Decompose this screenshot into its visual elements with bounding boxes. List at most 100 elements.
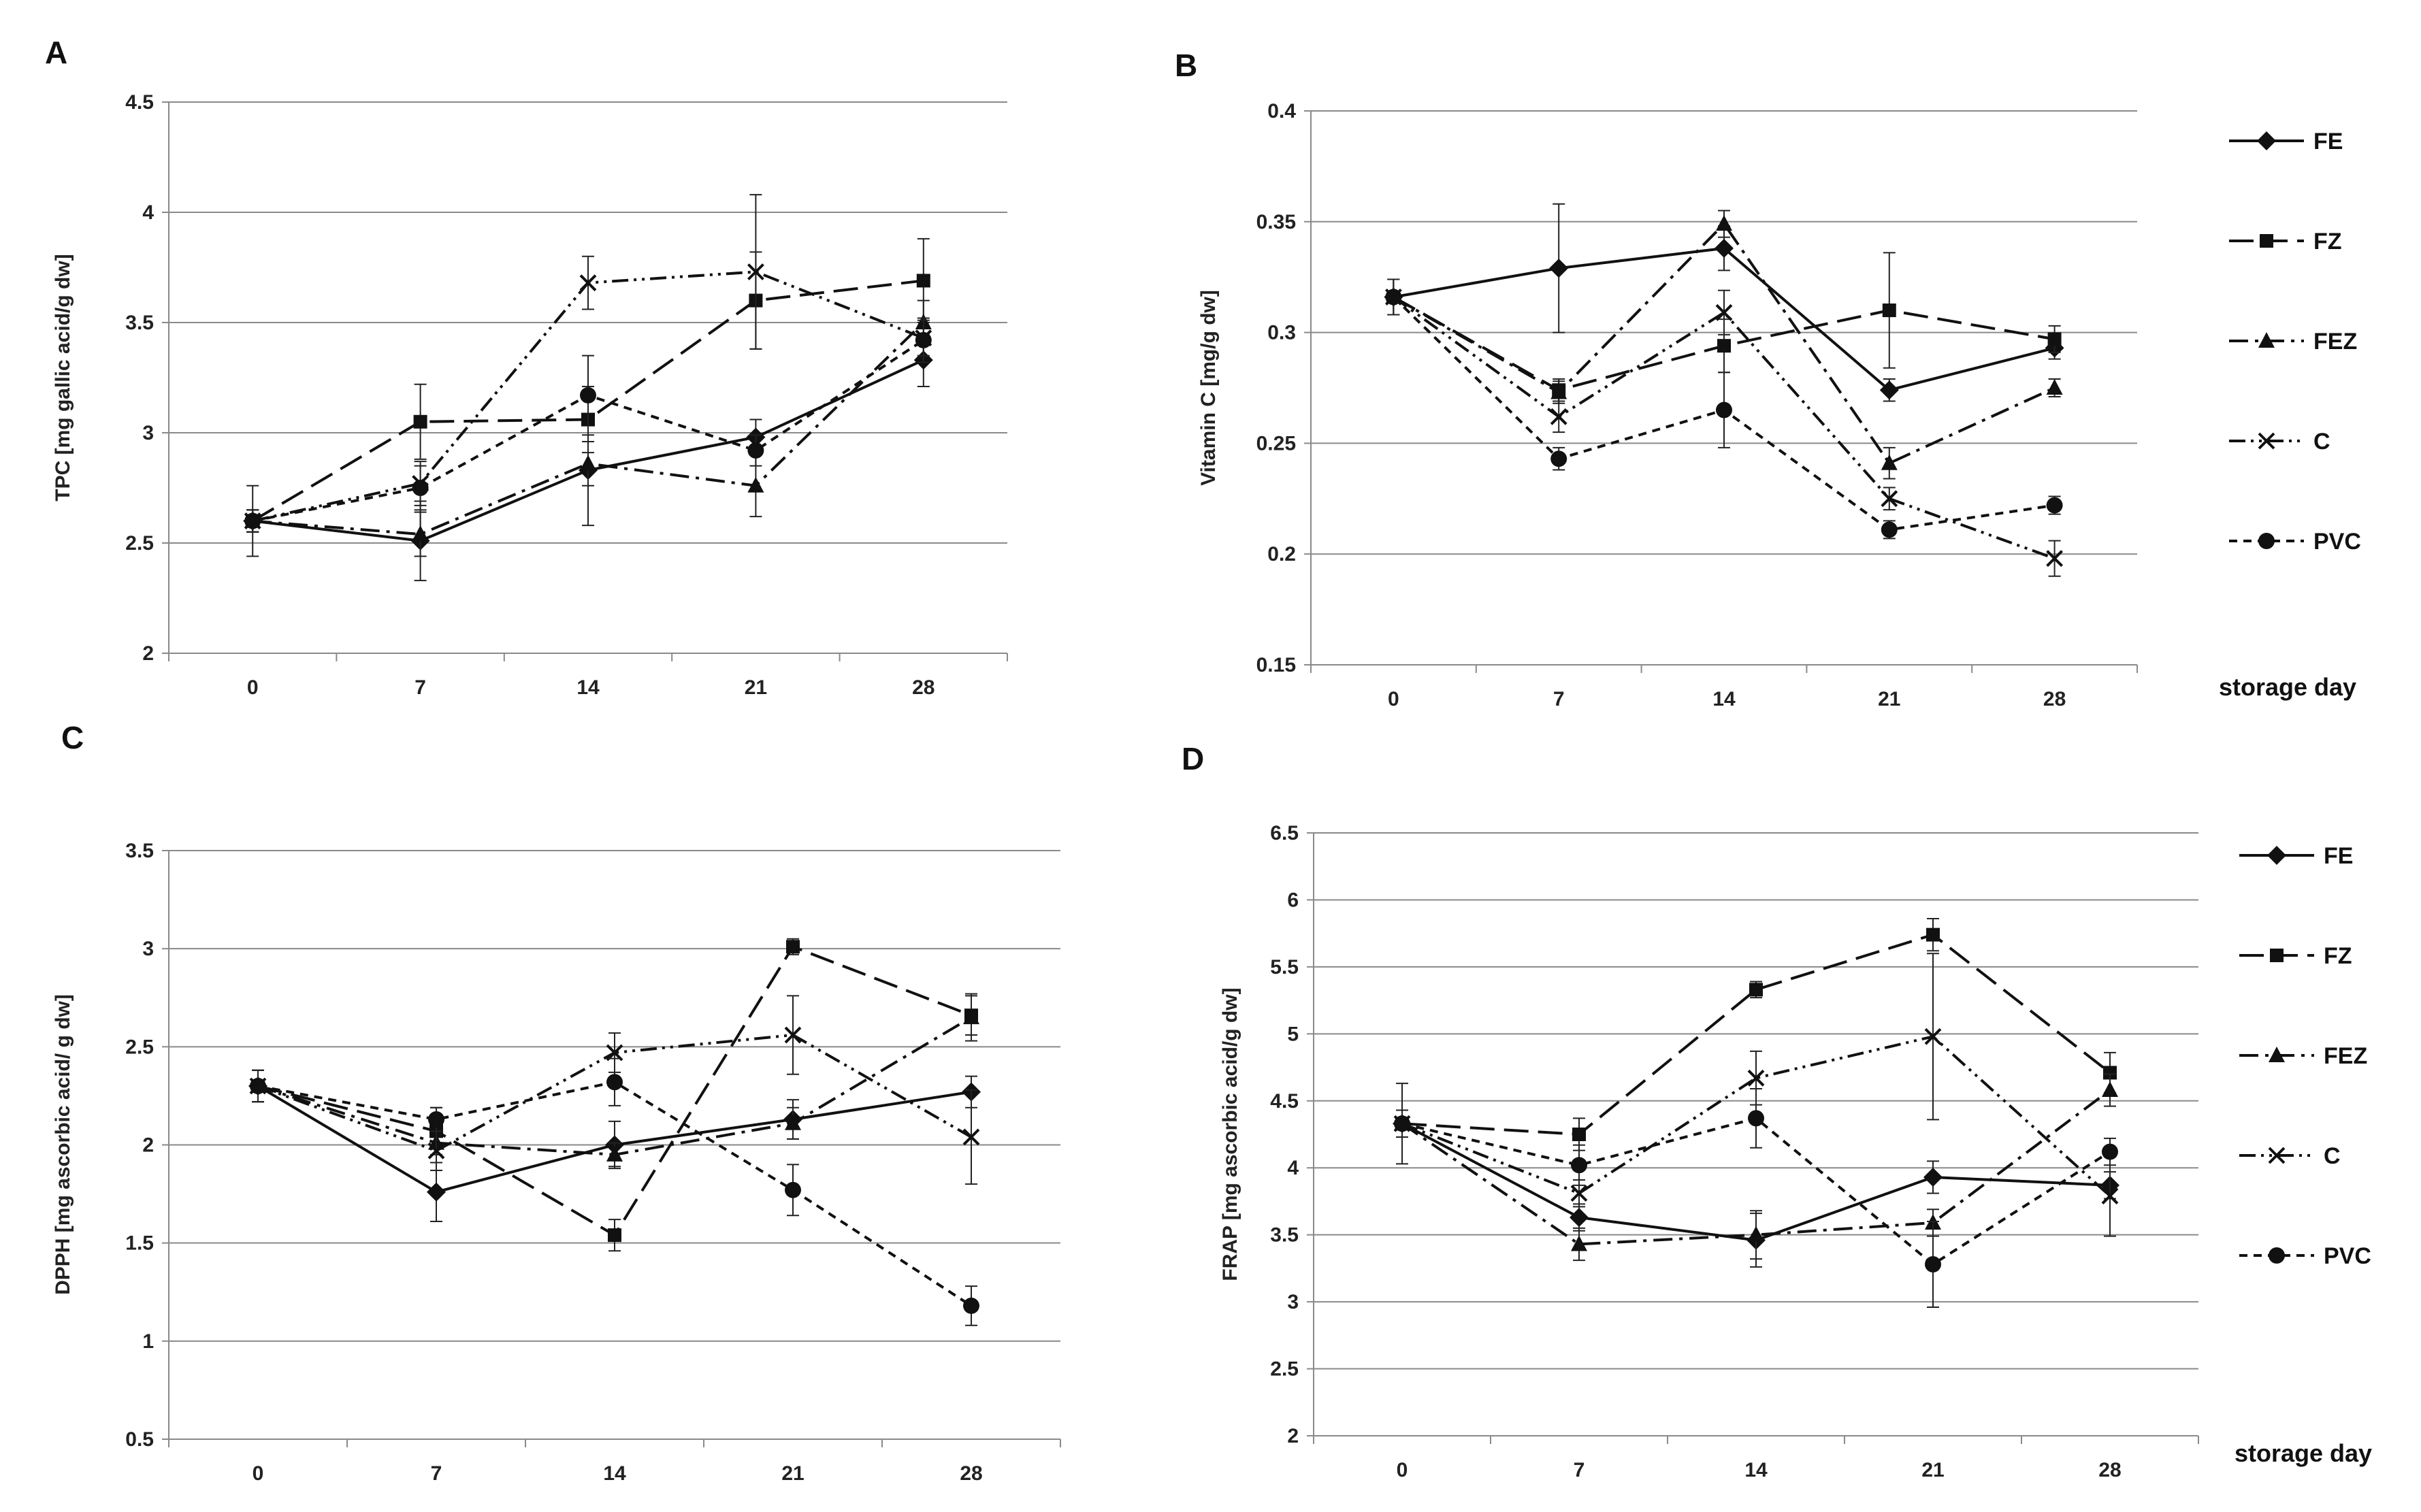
panel-a-xtick-label: 28	[912, 676, 935, 699]
legend-bottom-label: FZ	[2324, 943, 2352, 969]
legend-top-entry-fz: FZ	[2229, 229, 2342, 254]
panel-d-c-point	[1570, 1185, 1588, 1202]
legend-bottom-entry-fez: FEZ	[2239, 1043, 2367, 1069]
panel-d-c-point	[1924, 1028, 1942, 1045]
panel-d-pvc-point	[1571, 1157, 1587, 1174]
legend-top-swatch-marker	[2258, 432, 2275, 450]
panel-b-fe-point	[1549, 259, 1569, 278]
panel-b-fe-point	[1715, 238, 1734, 258]
panel-b-fez-point	[1881, 454, 1898, 470]
panel-d-ytick-label: 3	[1287, 1291, 1299, 1313]
panel-d-pvc-point	[1394, 1115, 1410, 1132]
legend-bottom-label: PVC	[2324, 1243, 2371, 1269]
panel-a-fez-line	[253, 321, 925, 536]
panel-c-ytick-label: 3.5	[125, 840, 154, 862]
panel-c-xtick-label: 21	[781, 1462, 804, 1485]
panel-b-fez-point	[2046, 379, 2063, 395]
panel-c-ytick-label: 3	[142, 938, 154, 960]
panel-b-c-point	[1715, 303, 1733, 321]
panel-c-ytick-label: 1	[142, 1330, 154, 1353]
panel-a-ytick-label: 3.5	[125, 312, 154, 334]
panel-d-xtick-label: 0	[1397, 1459, 1408, 1481]
panel-d-ytick-label: 2.5	[1270, 1358, 1299, 1381]
legend-bottom: FE FZ FEZ C PVC	[2239, 843, 2371, 1269]
legend-top-entry-pvc: PVC	[2229, 529, 2361, 555]
panel-a-pvc-point	[412, 480, 429, 496]
panel-a-xtick-label: 0	[247, 676, 259, 699]
panel-d-fe-point	[1570, 1208, 1589, 1228]
legend-bottom-entry-fe: FE	[2239, 843, 2353, 869]
panel-d-fez-point	[1748, 1226, 1764, 1242]
panel-b-fez-line	[1393, 221, 2056, 465]
panel-a-xtick-label: 14	[576, 676, 600, 699]
panel-b-y-axis-title: Vitamin C [mg/g dw]	[1197, 290, 1220, 486]
panel-c-ytick-label: 0.5	[125, 1428, 154, 1451]
legend-bottom-swatch-marker	[2269, 1047, 2285, 1062]
panel-a-c-point	[579, 274, 597, 292]
panel-b-ytick-label: 0.3	[1267, 322, 1296, 344]
panel-d-xtick-label: 7	[1574, 1459, 1585, 1481]
panel-c-c-point	[962, 1128, 980, 1146]
panel-d-pvc-point	[1925, 1255, 1941, 1272]
legend-top-entry-c: C	[2229, 429, 2330, 455]
panel-d-xtick-label: 14	[1744, 1459, 1768, 1481]
panel-c-xtick-label: 7	[431, 1462, 442, 1485]
xaxis-title-top: storage day	[2219, 673, 2356, 701]
panel-a-pvc-point	[580, 387, 596, 404]
panel-b-fz-point	[1882, 303, 1896, 318]
legend-top-label: C	[2313, 429, 2330, 455]
panel-b-ytick-label: 0.35	[1256, 211, 1296, 233]
panel-d-xtick-label: 28	[2098, 1459, 2121, 1481]
panel-b-fez-point	[1550, 383, 1567, 399]
panel-b-ytick-label: 0.2	[1267, 543, 1296, 565]
panel-a-y-axis-title: TPC [mg gallic acid/g dw]	[52, 254, 74, 501]
panel-b-xtick-label: 21	[1878, 688, 1900, 710]
legend-top-entry-fez: FEZ	[2229, 329, 2357, 355]
panel-d-fe-point	[1923, 1168, 1943, 1187]
legend-top-entry-fe: FE	[2229, 129, 2343, 154]
panel-b-c-point	[1550, 408, 1567, 425]
legend-top-swatch-marker	[2260, 234, 2273, 248]
panel-a-pvc-point	[915, 331, 932, 348]
panel-d-ytick-label: 5	[1287, 1023, 1299, 1045]
panel-b-ytick-label: 0.15	[1256, 654, 1296, 676]
panel-c-xtick-label: 28	[960, 1462, 982, 1485]
panel-a-pvc-point	[747, 442, 764, 459]
panel-a-label: A	[45, 35, 67, 70]
panel-a-fez-point	[747, 476, 764, 493]
panel-d-pvc-point	[2102, 1143, 2118, 1160]
legend-bottom-swatch-marker	[2269, 1247, 2285, 1264]
legend-bottom-label: C	[2324, 1143, 2341, 1169]
panel-c-c-point	[784, 1026, 802, 1044]
panel-b-ytick-label: 0.25	[1256, 432, 1296, 455]
panel-d-ytick-label: 3.5	[1270, 1224, 1299, 1247]
panel-a-ytick-label: 2	[142, 642, 154, 665]
panel-d-ytick-label: 2	[1287, 1425, 1299, 1447]
panel-b-pvc-point	[1881, 521, 1898, 538]
panel-a-ytick-label: 3	[142, 422, 154, 444]
panel-d-fez-point	[1571, 1235, 1587, 1251]
panel-c-xtick-label: 14	[603, 1462, 626, 1485]
panel-c-fz-point	[608, 1228, 621, 1243]
legend-top-label: FZ	[2313, 229, 2342, 254]
panel-d-c-point	[1747, 1069, 1765, 1087]
panel-d-fez-line	[1401, 1089, 2111, 1246]
panel-c-pvc-point	[785, 1181, 801, 1198]
panel-d-ytick-label: 6	[1287, 889, 1299, 911]
panel-c-chart: C 0.5 1 1.5 2 2.5 3 3.5 0 7 14 21 28 DPPH [mg ascorb…	[52, 720, 1061, 1485]
panel-d-fz-point	[1572, 1128, 1586, 1141]
panel-b-label: B	[1175, 48, 1197, 83]
panel-c-fz-point	[786, 940, 800, 954]
panel-a-fez-point	[580, 455, 596, 471]
panel-a-chart: A 2 2.5 3 3.5 4 4.5 0 7 14 21 28 TPC [mg gallic aci…	[45, 35, 1008, 699]
legend-bottom-swatch-marker	[2268, 1147, 2286, 1164]
panel-d-c-line	[1401, 1035, 2111, 1198]
panel-b-series-fez	[1385, 210, 2063, 480]
panel-d-label: D	[1182, 741, 1204, 776]
panel-b-fe-point	[1879, 380, 1899, 400]
legend-bottom-swatch-marker	[2267, 846, 2286, 865]
panel-b-c-point	[1881, 490, 1898, 508]
panel-b-xtick-label: 28	[2043, 688, 2066, 710]
panel-c-fez-point	[606, 1145, 623, 1162]
panel-b-xtick-label: 14	[1712, 688, 1736, 710]
